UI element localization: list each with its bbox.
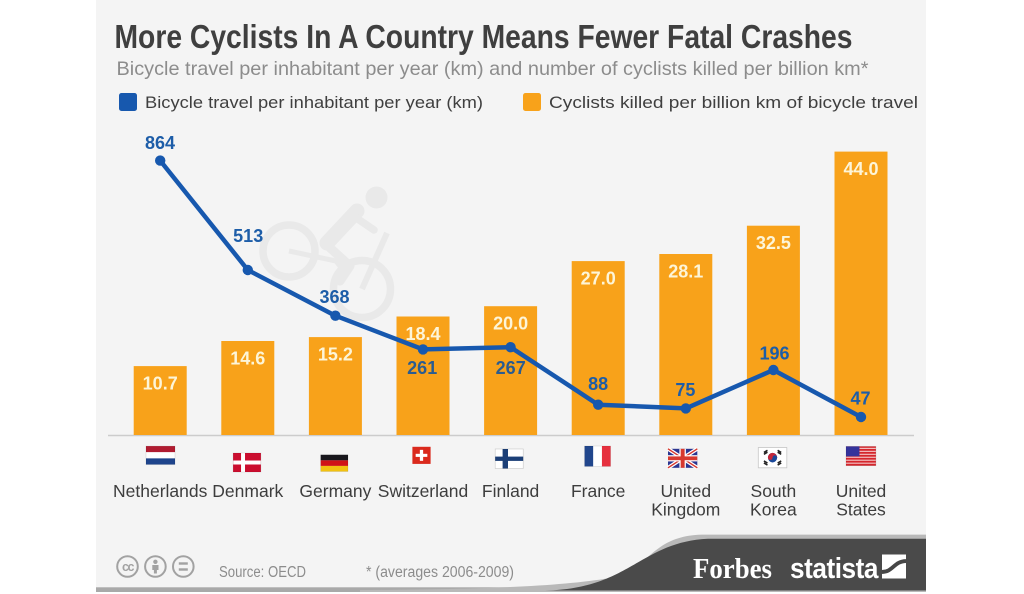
svg-text:Switzerland: Switzerland <box>378 481 468 501</box>
svg-text:Germany: Germany <box>299 481 371 501</box>
svg-text:267: 267 <box>496 358 526 378</box>
svg-text:32.5: 32.5 <box>756 233 791 253</box>
svg-text:47: 47 <box>850 388 870 408</box>
svg-text:Kingdom: Kingdom <box>651 500 720 520</box>
svg-text:Bicycle travel per inhabitant: Bicycle travel per inhabitant per year (… <box>117 58 869 80</box>
svg-text:Bicycle travel per inhabitant: Bicycle travel per inhabitant per year (… <box>145 94 483 112</box>
svg-text:75: 75 <box>675 380 695 400</box>
svg-text:44.0: 44.0 <box>843 159 878 179</box>
svg-text:Denmark: Denmark <box>212 481 283 501</box>
svg-text:France: France <box>571 481 625 501</box>
svg-text:513: 513 <box>233 226 263 246</box>
svg-text:More Cyclists In A Country Mea: More Cyclists In A Country Means Fewer F… <box>115 18 853 55</box>
svg-text:10.7: 10.7 <box>143 374 178 394</box>
svg-text:statista: statista <box>790 553 880 585</box>
svg-text:cc: cc <box>122 560 135 574</box>
svg-text:28.1: 28.1 <box>668 262 703 282</box>
svg-text:864: 864 <box>145 133 175 153</box>
svg-text:Forbes: Forbes <box>693 553 772 585</box>
svg-text:United: United <box>661 481 712 501</box>
svg-text:Source: OECD: Source: OECD <box>219 564 306 581</box>
svg-text:* (averages 2006-2009): * (averages 2006-2009) <box>366 564 514 581</box>
svg-text:27.0: 27.0 <box>581 269 616 289</box>
svg-text:Korea: Korea <box>750 500 797 520</box>
svg-text:South: South <box>751 481 797 501</box>
svg-text:States: States <box>836 500 886 520</box>
svg-text:Finland: Finland <box>482 481 539 501</box>
svg-text:Netherlands: Netherlands <box>113 481 208 501</box>
svg-text:15.2: 15.2 <box>318 345 353 365</box>
svg-text:United: United <box>836 481 887 501</box>
svg-text:18.4: 18.4 <box>405 324 440 344</box>
svg-text:88: 88 <box>588 374 608 394</box>
svg-text:196: 196 <box>759 344 789 364</box>
svg-text:261: 261 <box>407 358 437 378</box>
svg-text:20.0: 20.0 <box>493 314 528 334</box>
svg-text:368: 368 <box>319 287 349 307</box>
svg-text:14.6: 14.6 <box>230 349 265 369</box>
svg-text:Cyclists killed per billion km: Cyclists killed per billion km of bicycl… <box>549 94 918 112</box>
